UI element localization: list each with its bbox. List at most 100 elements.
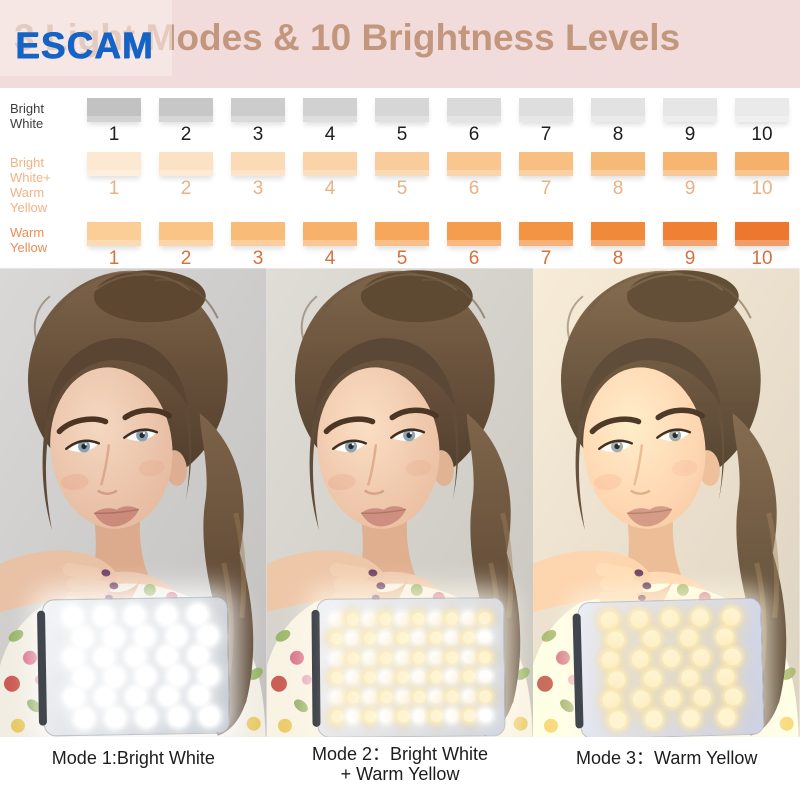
led-dot	[462, 651, 475, 664]
led-dot	[74, 708, 95, 728]
led-dot	[396, 632, 409, 645]
led-dot	[716, 628, 735, 646]
led-dot	[606, 631, 625, 649]
led-dot	[363, 710, 376, 723]
led-dot	[462, 670, 475, 683]
led-dot	[479, 709, 492, 722]
led-dot	[428, 612, 441, 625]
led-dot	[445, 631, 458, 644]
brightness-swatch	[519, 152, 573, 176]
brightness-swatch	[663, 222, 717, 246]
led-dot	[126, 687, 147, 707]
led-dot	[631, 650, 650, 669]
led-dot	[379, 612, 392, 625]
led-dot	[661, 609, 679, 628]
led-dot	[346, 671, 359, 684]
brightness-level-number: 5	[396, 248, 408, 269]
brightness-swatch	[591, 98, 645, 122]
led-row	[587, 628, 753, 649]
brightness-level-number: 4	[324, 178, 336, 199]
led-dot	[609, 711, 627, 729]
brightness-swatch	[231, 152, 285, 176]
led-row	[326, 670, 496, 684]
led-dot	[429, 631, 442, 644]
led-dot	[717, 668, 736, 686]
brightness-level-number: 4	[324, 124, 336, 145]
led-dot	[346, 691, 360, 704]
brightness-cell: 6	[438, 222, 510, 269]
swatch-cells: 1 2 3 4 5 6 7 8 9 10	[78, 152, 798, 199]
led-dot	[461, 612, 475, 625]
brightness-swatch	[159, 98, 213, 122]
brightness-cell: 7	[510, 152, 582, 199]
led-dot	[632, 690, 651, 709]
brightness-swatch	[159, 222, 213, 246]
led-dot	[630, 610, 649, 629]
led-dot	[168, 706, 188, 727]
brightness-level-number: 5	[396, 178, 408, 199]
brightness-cell: 6	[438, 152, 510, 199]
brightness-cell: 4	[294, 98, 366, 145]
brightness-cell: 3	[222, 222, 294, 269]
led-panel-mode-3	[577, 597, 766, 737]
brightness-cell: 8	[582, 222, 654, 269]
led-dot	[330, 671, 343, 684]
brightness-cell: 8	[582, 98, 654, 145]
brightness-cell: 10	[726, 152, 798, 199]
brightness-level-number: 9	[684, 178, 696, 199]
brightness-swatch	[663, 152, 717, 176]
led-dot	[600, 611, 618, 629]
brightness-swatch	[159, 152, 213, 176]
led-dot	[64, 688, 84, 708]
led-dot	[347, 710, 360, 723]
brightness-swatch	[303, 222, 357, 246]
brightness-level-number: 1	[108, 124, 120, 145]
brightness-swatch	[303, 152, 357, 176]
brightness-level-number: 6	[468, 248, 480, 269]
brightness-swatch	[447, 152, 501, 176]
led-dot	[478, 611, 491, 624]
led-dot	[412, 671, 425, 684]
led-dot	[379, 632, 392, 645]
brand-logo: ESCAM	[15, 25, 154, 66]
led-dot	[412, 651, 425, 664]
brightness-cell: 9	[654, 152, 726, 199]
brightness-level-number: 9	[684, 248, 696, 269]
led-dot	[396, 651, 409, 664]
led-dot	[126, 646, 146, 667]
brightness-cell: 3	[222, 98, 294, 145]
caption-mode-1: Mode 1:Bright White	[51, 748, 215, 768]
led-dot	[94, 647, 115, 667]
brightness-cell: 8	[582, 152, 654, 199]
led-dot	[663, 689, 681, 708]
brightness-level-number: 10	[751, 248, 773, 269]
brightness-level-number: 2	[180, 124, 192, 145]
led-panel-mode-2	[316, 597, 506, 737]
led-dot	[379, 651, 392, 664]
swatch-cells: 1 2 3 4 5 6 7 8 9 10	[78, 98, 798, 145]
brightness-swatch	[735, 222, 789, 246]
brightness-swatch	[591, 222, 645, 246]
brightness-level-number: 10	[751, 124, 773, 145]
brightness-cell: 4	[294, 222, 366, 269]
brightness-cell: 7	[510, 98, 582, 145]
led-dot	[105, 667, 125, 687]
led-dot	[63, 647, 84, 668]
brightness-level-number: 9	[684, 124, 696, 145]
led-row	[52, 645, 220, 668]
led-dot	[187, 605, 208, 625]
brightness-row-label: Warm Yellow	[10, 225, 48, 255]
brightness-levels-chart: Bright White 1 2 3 4 5 6 7 8 9 10 Bright White+ Warm …	[0, 88, 800, 269]
led-dot	[330, 691, 343, 704]
brightness-cell: 4	[294, 152, 366, 199]
led-dot	[156, 605, 176, 625]
led-dot	[478, 670, 492, 683]
brightness-cell: 5	[366, 98, 438, 145]
led-dot	[95, 687, 116, 708]
brightness-row-label: Bright White+ Warm Yellow	[10, 155, 51, 215]
led-dot	[412, 612, 425, 625]
brightness-swatch	[519, 222, 573, 246]
brightness-row-warm-yellow: Warm Yellow 1 2 3 4 5 6 7 8 9 10	[0, 222, 800, 269]
led-dot	[462, 709, 475, 722]
led-dot	[157, 646, 177, 666]
